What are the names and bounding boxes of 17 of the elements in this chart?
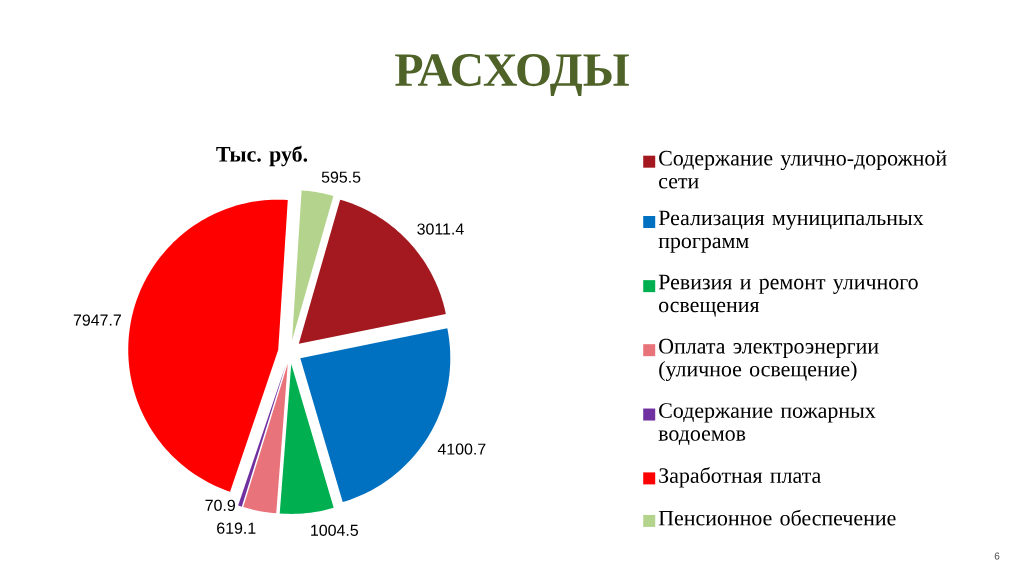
data-label: 595.5: [321, 171, 361, 183]
legend-label: Пенсионное обеспечение: [658, 509, 896, 526]
legend-label: Ревизия и ремонт уличного освещения: [658, 274, 918, 317]
legend-label: Заработная плата: [659, 467, 821, 488]
data-label: 70.9: [205, 499, 235, 511]
legend-label: Реализация муниципальных программ: [658, 210, 924, 253]
chart-subtitle: Тыс. руб.: [216, 145, 308, 167]
legend-label: Содержание улично-дорожной сети: [659, 150, 947, 189]
legend-label: Содержание пожарных водоемов: [658, 403, 876, 445]
data-label: 7947.7: [73, 314, 121, 326]
data-label: 3011.4: [417, 223, 464, 235]
data-label: 1004.5: [311, 524, 359, 536]
chart-title: РАСХОДЫ: [395, 54, 629, 96]
legend-label: Оплата электроэнергии (уличное освещение): [659, 338, 879, 382]
data-label: 619.1: [217, 522, 256, 534]
data-label: 4100.7: [437, 443, 486, 455]
text: 6: [994, 552, 1000, 560]
